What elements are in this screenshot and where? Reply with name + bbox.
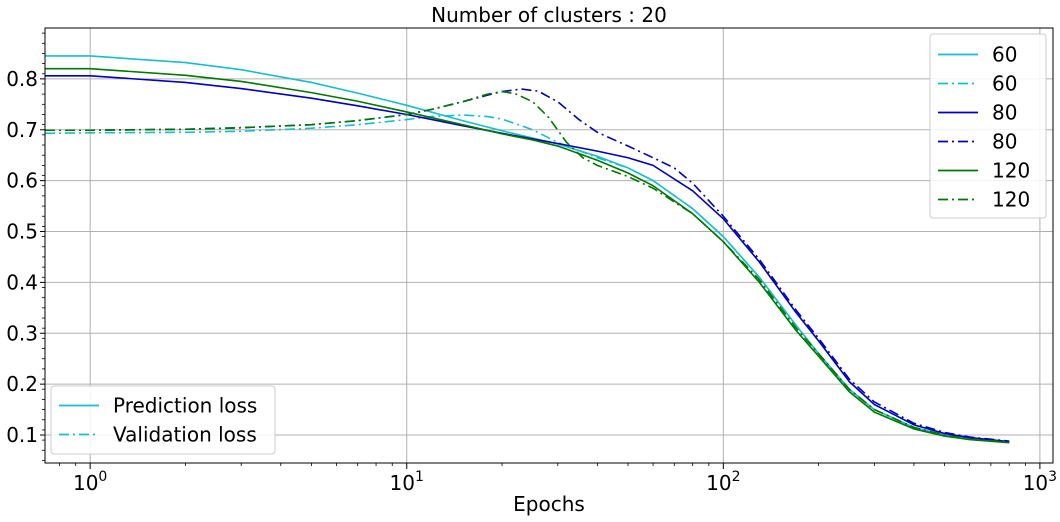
x-tick-exponent: 0	[98, 469, 107, 485]
legend-label: 60	[992, 72, 1017, 96]
x-tick-label: 101	[390, 469, 424, 495]
series-line-120-prediction	[45, 67, 1010, 444]
x-tick-exponent: 1	[415, 469, 424, 485]
legend-box	[929, 33, 1047, 219]
legend-label: Prediction loss	[113, 394, 257, 418]
y-tick-label: 0.4	[6, 270, 38, 294]
y-tick-label: 0.2	[6, 372, 38, 396]
y-axis: 0.1 0.2 0.3 0.4 0.5 0.6 0.7 0.8	[6, 67, 45, 447]
series-layer	[44, 55, 1010, 444]
legend-label: Validation loss	[113, 423, 257, 447]
series-line-120-validation	[45, 90, 1010, 443]
x-tick-base: 10	[1023, 471, 1048, 495]
x-tick-exponent: 2	[732, 469, 741, 485]
y-tick-label: 0.3	[6, 321, 38, 345]
legend-label: 80	[992, 101, 1017, 125]
y-tick-label: 0.5	[6, 220, 38, 244]
x-tick-label: 103	[1023, 469, 1057, 495]
x-tick-base: 10	[706, 471, 731, 495]
y-tick-label: 0.7	[6, 118, 38, 142]
x-tick-exponent: 3	[1048, 469, 1057, 485]
plot-frame	[44, 27, 1054, 464]
y-tick-label: 0.6	[6, 169, 38, 193]
y-tick-label: 0.8	[6, 67, 38, 91]
x-tick-label: 102	[706, 469, 740, 495]
legend-label: 120	[992, 159, 1030, 183]
legend-top-right: 60 60 80 80 120 120	[929, 33, 1047, 219]
legend-bottom-left: Prediction loss Validation loss	[50, 385, 276, 455]
y-tick-label: 0.1	[6, 423, 38, 447]
legend-label: 60	[992, 43, 1017, 67]
x-axis: 100 101 102 103	[73, 463, 1057, 495]
chart-title: Number of clusters : 20	[431, 3, 667, 27]
series-line-60-validation	[44, 114, 1010, 443]
x-tick-label: 100	[73, 469, 107, 495]
legend-label: 80	[992, 130, 1017, 154]
x-tick-base: 10	[390, 471, 415, 495]
x-tick-base: 10	[73, 471, 98, 495]
legend-label: 120	[992, 188, 1030, 212]
series-line-80-prediction	[45, 75, 1010, 443]
legend-box	[50, 385, 276, 455]
x-axis-label: Epochs	[513, 492, 585, 516]
